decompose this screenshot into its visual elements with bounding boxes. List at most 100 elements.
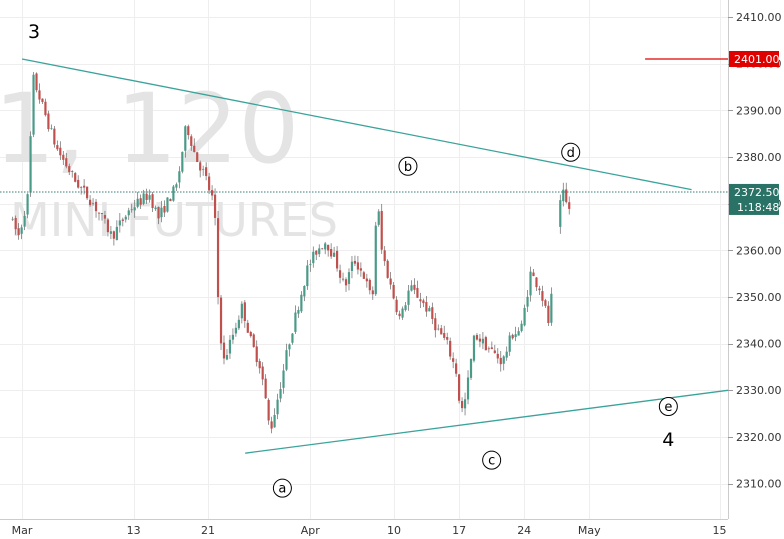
candle-down bbox=[53, 128, 56, 145]
candle-down bbox=[419, 299, 422, 302]
candle-down bbox=[452, 358, 455, 362]
wave-label-circle bbox=[658, 397, 678, 417]
candle-down bbox=[187, 126, 190, 136]
candle-down bbox=[383, 250, 386, 262]
candle-down bbox=[398, 313, 401, 317]
y-tick-label: 2410.00 bbox=[736, 11, 782, 24]
candle-up bbox=[318, 248, 321, 255]
candle-down bbox=[395, 299, 398, 313]
candle-up bbox=[466, 377, 470, 400]
candle-down bbox=[190, 136, 193, 146]
candle-up bbox=[312, 251, 315, 264]
candle-down bbox=[315, 250, 318, 255]
candle-down bbox=[97, 212, 101, 214]
candle-down bbox=[443, 333, 446, 338]
candle-down bbox=[17, 228, 20, 236]
x-tick-label: 10 bbox=[387, 524, 401, 537]
current-price-badge-label: 2372.50 bbox=[734, 186, 780, 199]
candle-down bbox=[475, 335, 479, 340]
candle-up bbox=[523, 307, 526, 326]
candle-up bbox=[202, 168, 205, 170]
candle-up bbox=[29, 136, 32, 193]
wave-label: a bbox=[278, 482, 286, 497]
candle-up bbox=[562, 189, 565, 202]
wave-label: c bbox=[488, 454, 495, 469]
candle-up bbox=[469, 358, 473, 378]
candle-up bbox=[80, 187, 83, 188]
candle-up bbox=[401, 308, 404, 318]
candle-up bbox=[133, 207, 136, 211]
candle-up bbox=[407, 290, 410, 305]
candle-up bbox=[303, 285, 306, 297]
candle-up bbox=[472, 335, 476, 361]
candle-down bbox=[205, 167, 208, 176]
candle-up bbox=[160, 207, 163, 218]
x-tick-label: May bbox=[578, 524, 601, 537]
time-axis[interactable]: Mar 13 21 Apr 10 17 24 May 15 bbox=[12, 524, 727, 537]
candle-up bbox=[520, 323, 523, 331]
candle-up bbox=[481, 338, 485, 344]
candle-down bbox=[77, 179, 80, 188]
candle-down bbox=[359, 268, 362, 271]
candle-down bbox=[222, 342, 226, 359]
candle-up bbox=[26, 194, 29, 215]
candle-down bbox=[106, 219, 110, 233]
watermark: 1, 120 MINI FUTURES bbox=[0, 73, 338, 247]
candle-down bbox=[327, 244, 330, 251]
candle-down bbox=[455, 363, 458, 374]
candle-down bbox=[356, 262, 360, 270]
candle-up bbox=[148, 195, 151, 200]
candle-up bbox=[374, 225, 377, 295]
candle-down bbox=[210, 190, 214, 196]
candle-down bbox=[478, 338, 482, 342]
trendline-upper[interactable] bbox=[21, 58, 692, 191]
trendline-lower[interactable] bbox=[245, 389, 729, 454]
candle-down bbox=[460, 401, 464, 409]
candle-up bbox=[333, 252, 336, 257]
candle-down bbox=[121, 219, 124, 221]
candle-down bbox=[255, 346, 258, 363]
candle-up bbox=[294, 312, 297, 332]
y-tick-label: 2330.00 bbox=[736, 384, 782, 397]
candle-up bbox=[279, 389, 282, 399]
wave-label-circle bbox=[482, 450, 502, 470]
wave-label: b bbox=[404, 160, 412, 175]
candle-up bbox=[428, 308, 431, 312]
candle-down bbox=[341, 278, 345, 280]
y-tick-label: 2390.00 bbox=[736, 104, 782, 117]
candle-up bbox=[410, 285, 413, 291]
candle-down bbox=[196, 152, 199, 163]
candle-up bbox=[178, 171, 181, 183]
candle-up bbox=[282, 370, 285, 388]
candle-up bbox=[118, 220, 121, 226]
candle-up bbox=[11, 218, 14, 220]
candle-down bbox=[413, 284, 416, 290]
x-tick-label: Mar bbox=[12, 524, 33, 537]
candle-up bbox=[309, 264, 312, 265]
candle-down bbox=[431, 307, 434, 319]
x-tick-label: 24 bbox=[517, 524, 531, 537]
wave-label-circle bbox=[272, 478, 292, 498]
candle-up bbox=[50, 128, 53, 130]
candle-down bbox=[83, 185, 86, 188]
overlays[interactable] bbox=[0, 58, 729, 454]
y-tick-label: 2360.00 bbox=[736, 244, 782, 257]
x-tick-label: 17 bbox=[452, 524, 466, 537]
y-tick-label: 2320.00 bbox=[736, 431, 782, 444]
candle-up bbox=[300, 294, 303, 312]
price-level-badge bbox=[729, 50, 779, 67]
candle-down bbox=[422, 300, 425, 304]
candle-down bbox=[65, 158, 68, 167]
candle-down bbox=[261, 366, 264, 380]
grid bbox=[0, 0, 728, 519]
candle-up bbox=[115, 226, 118, 241]
candle-down bbox=[547, 305, 550, 323]
candle-down bbox=[386, 260, 389, 278]
candle-up bbox=[32, 74, 35, 135]
candle-up bbox=[505, 351, 508, 358]
candle-down bbox=[493, 350, 496, 354]
watermark-product: MINI FUTURES bbox=[10, 193, 338, 247]
